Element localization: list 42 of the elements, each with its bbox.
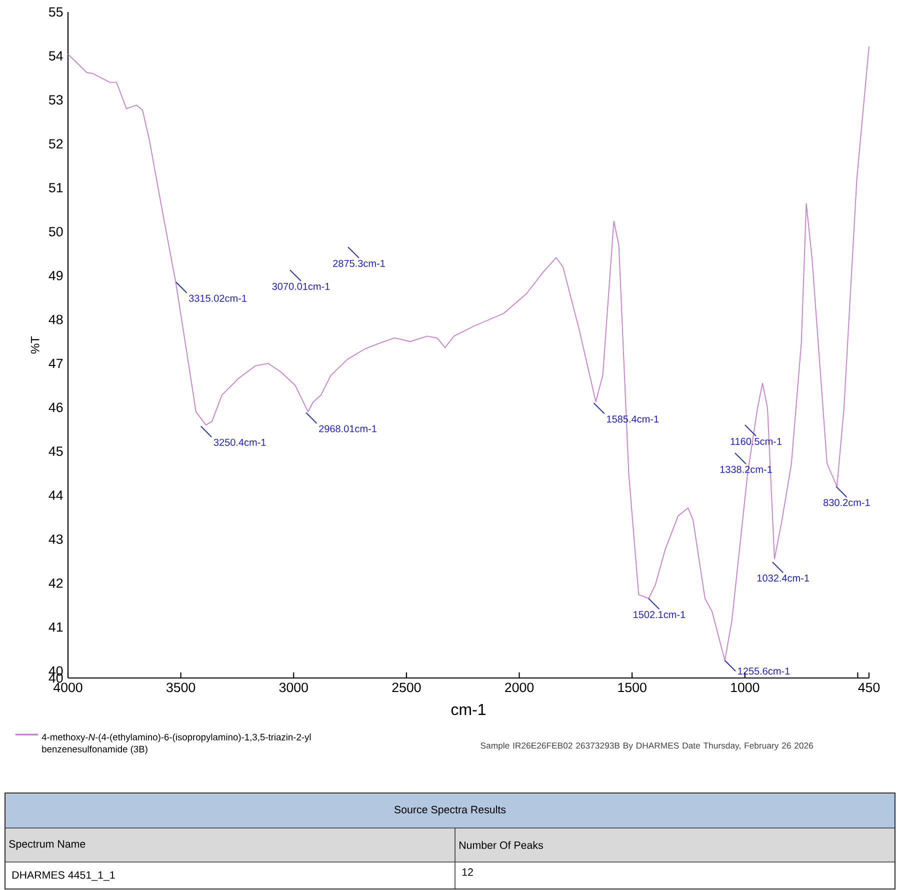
x-tick-label: 1000 <box>731 682 760 692</box>
y-tick-label: 53 <box>48 95 63 105</box>
y-tick-label: 48 <box>48 314 63 324</box>
x-tick-label: 3500 <box>166 682 196 692</box>
y-tick-label: 41 <box>48 622 63 632</box>
text: Number Of Peaks <box>459 841 543 849</box>
x-tick-label: 2500 <box>392 682 421 692</box>
y-tick-label: 50 <box>48 226 63 236</box>
y-tick-label: 47 <box>48 358 63 368</box>
annotation: 2875.3cm-1 <box>333 260 385 267</box>
annotation: 3250.4cm-1 <box>214 438 266 446</box>
x-tick-label: 1500 <box>618 682 646 692</box>
annotation: 3315.02cm-1 <box>188 294 246 302</box>
x-tick-label: 3000 <box>279 682 308 692</box>
y-tick-label: 45 <box>48 446 63 456</box>
line-series <box>68 46 870 661</box>
y-tick-label: 49 <box>48 270 63 280</box>
text: Sample IR26E26FEB02 26373293B By DHARMES Date Thursday, February 26 2026 <box>480 742 814 750</box>
y-tick-label: 43 <box>48 534 63 544</box>
y-tick-label: 42 <box>48 578 63 588</box>
text: DHARMES 4451_1_1 <box>12 871 115 881</box>
y-tick-label: 54 <box>48 51 63 61</box>
y-tick-label: 52 <box>48 139 63 149</box>
annotation: 1502.1cm-1 <box>634 611 686 618</box>
annotation: 3070.01cm-1 <box>272 282 330 290</box>
x-tick-label: 4000 <box>53 682 82 692</box>
annotation: 2968.01cm-1 <box>319 425 376 432</box>
y-axis-title: %T <box>30 336 40 354</box>
source-note: Source Spectra Results <box>394 806 506 816</box>
y-tick-label: 46 <box>48 402 63 412</box>
x-tick-label: 450 <box>858 682 880 692</box>
annotation: 1032.4cm-1 <box>757 574 810 582</box>
y-tick-label: 51 <box>48 183 63 192</box>
annotation: 1255.6cm-1 <box>738 668 790 675</box>
x-tick-label: 2000 <box>505 682 534 692</box>
text: 12 <box>462 868 473 876</box>
y-tick-label: 55 <box>48 7 63 17</box>
x-axis-title: cm-1 <box>451 704 486 716</box>
annotation: 830.2cm-1 <box>824 499 870 506</box>
y-tick-label: 44 <box>48 490 63 500</box>
text: Spectrum Name <box>9 840 86 850</box>
legend-label: 4-methoxy-N-(4-(ethylamino)-6-(isopropylamino)-1,3,5-triazin-2-yl benzenesulfonamide (3B) <box>42 734 311 754</box>
